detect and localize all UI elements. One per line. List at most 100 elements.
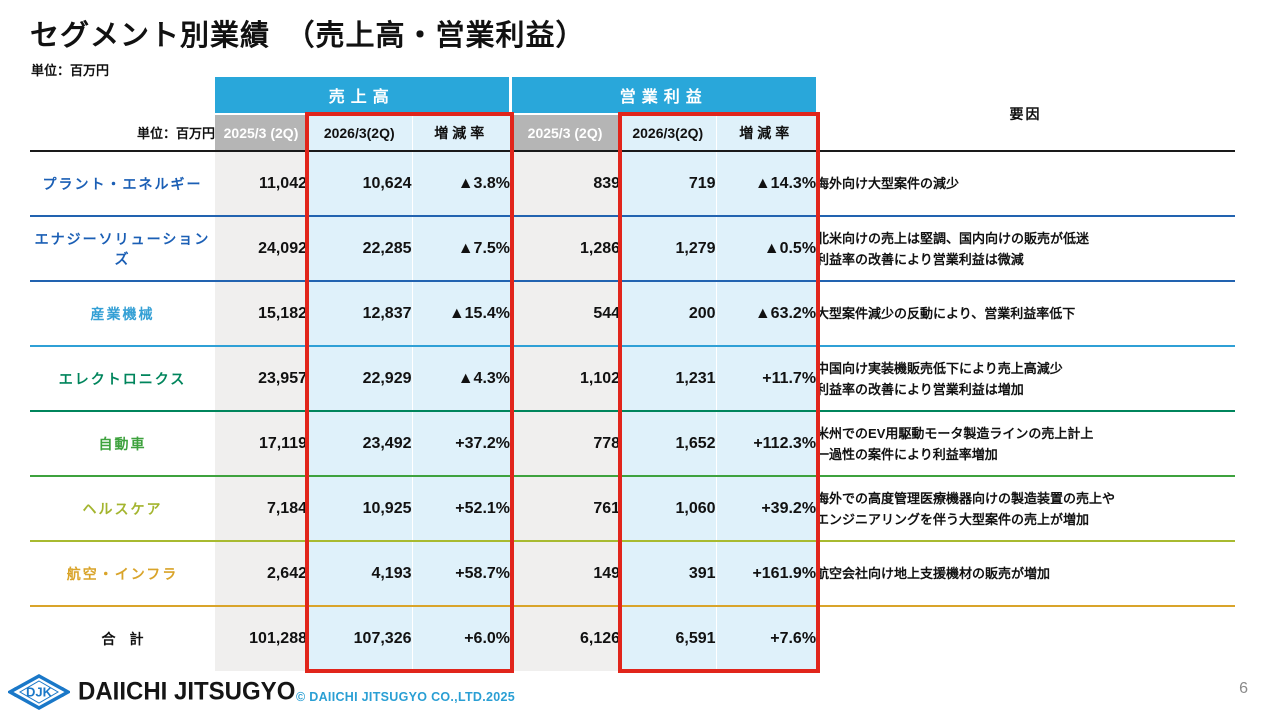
sales-prev-value: 11,042 bbox=[215, 151, 307, 217]
table-row: ヘルスケア 7,184 10,925 +52.1% 761 1,060 +39.… bbox=[30, 476, 1236, 542]
sales-rate-value: ▲7.5% bbox=[411, 216, 511, 282]
unit-note: 単位：百万円 bbox=[31, 63, 110, 78]
profit-rate-value: ▲0.5% bbox=[715, 216, 817, 282]
sales-prev-value: 15,182 bbox=[215, 281, 307, 347]
factor-text: 中国向け実装機販売低下により売上高減少 利益率の改善により営業利益は増加 bbox=[816, 346, 1236, 412]
sales-prev-value: 23,957 bbox=[215, 346, 307, 412]
sales-rate-value: +37.2% bbox=[411, 411, 511, 477]
sales-prev-value: 7,184 bbox=[215, 476, 307, 542]
page-number: 6 bbox=[1239, 680, 1248, 697]
sales-rate-value: ▲15.4% bbox=[411, 281, 511, 347]
profit-prev-value: 149 bbox=[510, 541, 621, 607]
footer-logo: DJK DAIICHI JITSUGYO bbox=[8, 674, 295, 710]
profit-rate-value: +112.3% bbox=[715, 411, 817, 477]
profit-rate-value: +161.9% bbox=[715, 541, 817, 607]
table-row: プラント・エネルギー 11,042 10,624 ▲3.8% 839 719 ▲… bbox=[30, 151, 1236, 217]
profit-curr-value: 6,591 bbox=[620, 606, 717, 671]
profit-prev-value: 761 bbox=[510, 476, 621, 542]
sales-rate-value: +52.1% bbox=[411, 476, 511, 542]
profit-rate-value: ▲14.3% bbox=[715, 151, 817, 217]
sales-prev-value: 17,119 bbox=[215, 411, 307, 477]
spacer-cell bbox=[30, 77, 215, 114]
sales-rate-value: ▲3.8% bbox=[411, 151, 511, 217]
sales-rate-header: 増減率 bbox=[411, 114, 511, 152]
sales-curr-header: 2026/3(2Q) bbox=[307, 114, 412, 152]
table-row: エナジーソリューションズ 24,092 22,285 ▲7.5% 1,286 1… bbox=[30, 216, 1236, 282]
factor-text bbox=[816, 606, 1236, 671]
factor-line-2: 利益率の改善により営業利益は微減 bbox=[816, 251, 1024, 267]
table-row: 産業機械 15,182 12,837 ▲15.4% 544 200 ▲63.2%… bbox=[30, 281, 1236, 347]
table-subheader-row: 単位：百万円 2025/3 (2Q) 2026/3(2Q) 増減率 2025/3… bbox=[30, 114, 1235, 152]
profit-curr-value: 1,652 bbox=[620, 411, 717, 477]
profit-curr-value: 391 bbox=[620, 541, 717, 607]
profit-rate-value: ▲63.2% bbox=[715, 281, 817, 347]
sales-prev-value: 101,288 bbox=[215, 606, 307, 671]
sales-curr-value: 22,929 bbox=[307, 346, 412, 412]
segment-name: 産業機械 bbox=[30, 281, 215, 347]
segment-name: エレクトロニクス bbox=[30, 346, 215, 412]
sales-curr-value: 22,285 bbox=[307, 216, 412, 282]
segment-results-table: 売上高 営業利益 要因 単位：百万円 2025/3 (2Q) 2026/3(2Q… bbox=[30, 77, 1236, 671]
profit-prev-value: 544 bbox=[510, 281, 621, 347]
profit-rate-value: +7.6% bbox=[715, 606, 817, 671]
profit-rate-value: +11.7% bbox=[715, 346, 817, 412]
segment-name: エナジーソリューションズ bbox=[30, 216, 215, 282]
profit-prev-value: 1,102 bbox=[510, 346, 621, 412]
factor-line-1: 海外での高度管理医療機器向けの製造装置の売上や bbox=[816, 490, 1116, 506]
profit-prev-value: 6,126 bbox=[510, 606, 621, 671]
factor-text: 海外向け大型案件の減少 bbox=[816, 151, 1236, 217]
page-title: セグメント別業績 （売上高・営業利益） bbox=[30, 20, 586, 52]
sales-rate-value: +6.0% bbox=[411, 606, 511, 671]
profit-curr-value: 1,279 bbox=[620, 216, 717, 282]
table-group-header-row: 売上高 営業利益 要因 bbox=[30, 77, 1236, 152]
factor-line-2: 一過性の案件により利益率増加 bbox=[816, 446, 998, 462]
factor-text: 大型案件減少の反動により、営業利益率低下 bbox=[816, 281, 1236, 347]
factor-line-1: 中国向け実装機販売低下により売上高減少 bbox=[816, 360, 1063, 376]
profit-prev-value: 839 bbox=[510, 151, 621, 217]
factor-line-1: 大型案件減少の反動により、営業利益率低下 bbox=[816, 306, 1076, 321]
sales-rate-value: ▲4.3% bbox=[411, 346, 511, 412]
sales-prev-header: 2025/3 (2Q) bbox=[215, 114, 307, 152]
factor-text: 海外での高度管理医療機器向けの製造装置の売上や エンジニアリングを伴う大型案件の… bbox=[816, 476, 1236, 542]
unit-label-cell: 単位：百万円 bbox=[30, 114, 215, 152]
factor-text: 米州でのEV用駆動モータ製造ラインの売上計上 一過性の案件により利益率増加 bbox=[816, 411, 1236, 477]
factor-text: 航空会社向け地上支援機材の販売が増加 bbox=[816, 541, 1236, 607]
factor-line-1: 航空会社向け地上支援機材の販売が増加 bbox=[816, 566, 1051, 581]
profit-rate-header: 増減率 bbox=[715, 114, 817, 152]
sales-rate-value: +58.7% bbox=[411, 541, 511, 607]
profit-prev-value: 778 bbox=[510, 411, 621, 477]
table-row: 自動車 17,119 23,492 +37.2% 778 1,652 +112.… bbox=[30, 411, 1236, 477]
copyright-text: © DAIICHI JITSUGYO CO.,LTD.2025 bbox=[296, 690, 516, 704]
sales-group-header: 売上高 bbox=[215, 77, 511, 115]
profit-curr-value: 1,231 bbox=[620, 346, 717, 412]
table-row: エレクトロニクス 23,957 22,929 ▲4.3% 1,102 1,231… bbox=[30, 346, 1236, 412]
profit-prev-value: 1,286 bbox=[510, 216, 621, 282]
svg-text:DJK: DJK bbox=[26, 685, 53, 700]
sales-curr-value: 23,492 bbox=[307, 411, 412, 477]
profit-curr-value: 200 bbox=[620, 281, 717, 347]
table-row: 航空・インフラ 2,642 4,193 +58.7% 149 391 +161.… bbox=[30, 541, 1236, 607]
profit-prev-header: 2025/3 (2Q) bbox=[510, 114, 621, 152]
table-total-row: 合 計 101,288 107,326 +6.0% 6,126 6,591 +7… bbox=[30, 606, 1236, 671]
company-name: DAIICHI JITSUGYO bbox=[78, 677, 296, 706]
sales-prev-value: 2,642 bbox=[215, 541, 307, 607]
djk-logo-icon: DJK bbox=[8, 674, 70, 710]
factor-line-1: 北米向けの売上は堅調、国内向けの販売が低迷 bbox=[816, 230, 1090, 246]
segment-name: ヘルスケア bbox=[30, 476, 215, 542]
factor-text: 北米向けの売上は堅調、国内向けの販売が低迷 利益率の改善により営業利益は微減 bbox=[816, 216, 1236, 282]
sales-curr-value: 107,326 bbox=[307, 606, 412, 671]
sales-curr-value: 10,925 bbox=[307, 476, 412, 542]
segment-name: 合 計 bbox=[30, 606, 215, 671]
segment-name: 自動車 bbox=[30, 411, 215, 477]
profit-group-header: 営業利益 bbox=[508, 77, 817, 115]
profit-curr-value: 719 bbox=[620, 151, 717, 217]
sales-curr-value: 10,624 bbox=[307, 151, 412, 217]
factor-column-header: 要因 bbox=[816, 77, 1236, 152]
factor-line-2: エンジニアリングを伴う大型案件の売上が増加 bbox=[816, 511, 1090, 527]
sales-prev-value: 24,092 bbox=[215, 216, 307, 282]
sales-curr-value: 4,193 bbox=[307, 541, 412, 607]
factor-line-2: 利益率の改善により営業利益は増加 bbox=[816, 381, 1024, 397]
profit-rate-value: +39.2% bbox=[715, 476, 817, 542]
factor-line-1: 海外向け大型案件の減少 bbox=[816, 176, 960, 191]
